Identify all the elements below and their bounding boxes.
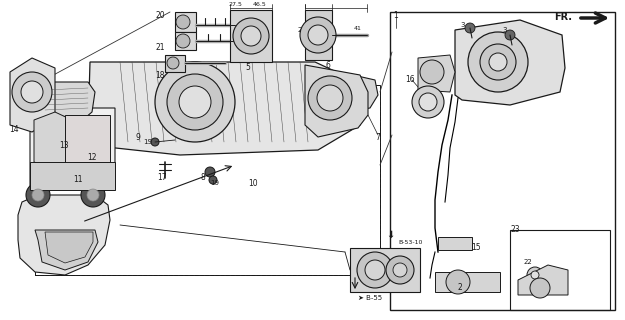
Circle shape bbox=[176, 15, 190, 29]
Circle shape bbox=[357, 252, 393, 288]
Circle shape bbox=[420, 60, 444, 84]
Circle shape bbox=[233, 18, 269, 54]
Circle shape bbox=[386, 256, 414, 284]
Circle shape bbox=[205, 167, 215, 177]
Polygon shape bbox=[18, 195, 110, 275]
Circle shape bbox=[446, 270, 470, 294]
Text: 46.5: 46.5 bbox=[253, 3, 267, 7]
Circle shape bbox=[365, 260, 385, 280]
Text: ⬇: ⬇ bbox=[386, 230, 394, 240]
Circle shape bbox=[167, 57, 179, 69]
Text: 15: 15 bbox=[471, 243, 481, 252]
Text: B-53-10: B-53-10 bbox=[398, 239, 422, 244]
Circle shape bbox=[505, 30, 515, 40]
Text: 19: 19 bbox=[144, 139, 152, 145]
Polygon shape bbox=[518, 265, 568, 295]
Text: FR.: FR. bbox=[554, 12, 572, 22]
Circle shape bbox=[530, 278, 550, 298]
Bar bbox=[30, 162, 115, 190]
Circle shape bbox=[209, 176, 217, 184]
Text: 9: 9 bbox=[136, 132, 141, 141]
Circle shape bbox=[465, 23, 475, 33]
Text: 21: 21 bbox=[155, 44, 165, 52]
Circle shape bbox=[179, 86, 211, 118]
Bar bbox=[435, 272, 500, 292]
Text: 2: 2 bbox=[458, 284, 462, 292]
Text: 1: 1 bbox=[394, 11, 398, 20]
Bar bbox=[350, 248, 420, 292]
Circle shape bbox=[412, 86, 444, 118]
Polygon shape bbox=[305, 65, 368, 137]
Text: 4: 4 bbox=[489, 47, 494, 57]
Polygon shape bbox=[318, 72, 378, 112]
Circle shape bbox=[81, 183, 105, 207]
Text: 23: 23 bbox=[510, 226, 520, 235]
Circle shape bbox=[12, 72, 52, 112]
Circle shape bbox=[167, 74, 223, 130]
Polygon shape bbox=[34, 112, 72, 170]
Text: 7: 7 bbox=[376, 132, 381, 141]
Circle shape bbox=[393, 263, 407, 277]
Text: 6: 6 bbox=[326, 61, 331, 70]
Bar bbox=[230, 10, 272, 62]
Text: 18: 18 bbox=[155, 70, 165, 79]
Circle shape bbox=[87, 189, 99, 201]
Text: 27.5: 27.5 bbox=[228, 3, 242, 7]
Text: 24: 24 bbox=[314, 28, 322, 33]
Text: 22: 22 bbox=[524, 259, 532, 265]
Text: 17: 17 bbox=[158, 172, 167, 181]
Bar bbox=[438, 237, 472, 250]
Circle shape bbox=[21, 81, 43, 103]
Polygon shape bbox=[10, 58, 55, 132]
Circle shape bbox=[155, 62, 235, 142]
Text: 3: 3 bbox=[461, 22, 465, 28]
Circle shape bbox=[419, 93, 437, 111]
Polygon shape bbox=[30, 108, 115, 190]
Text: 10: 10 bbox=[248, 180, 258, 188]
Text: 19: 19 bbox=[211, 180, 219, 186]
Polygon shape bbox=[418, 55, 455, 92]
Bar bbox=[390, 12, 615, 310]
Bar bbox=[65, 115, 110, 165]
Text: 5: 5 bbox=[246, 62, 251, 71]
Polygon shape bbox=[42, 82, 95, 118]
Circle shape bbox=[241, 26, 261, 46]
Text: 12: 12 bbox=[88, 153, 97, 162]
Circle shape bbox=[531, 271, 539, 279]
Text: 3: 3 bbox=[503, 27, 508, 33]
Polygon shape bbox=[35, 230, 98, 270]
Circle shape bbox=[468, 32, 528, 92]
Circle shape bbox=[300, 17, 336, 53]
Bar bbox=[165, 55, 185, 72]
Circle shape bbox=[26, 183, 50, 207]
Polygon shape bbox=[88, 62, 360, 155]
Circle shape bbox=[151, 138, 159, 146]
Text: 11: 11 bbox=[73, 175, 82, 185]
Bar bbox=[510, 230, 610, 310]
Circle shape bbox=[527, 267, 543, 283]
Circle shape bbox=[489, 53, 507, 71]
Circle shape bbox=[317, 85, 343, 111]
Text: 16: 16 bbox=[405, 76, 415, 84]
Bar bbox=[305, 10, 332, 60]
Circle shape bbox=[176, 34, 190, 48]
Text: 13: 13 bbox=[59, 140, 69, 149]
Text: 20: 20 bbox=[155, 11, 165, 20]
Text: ➤ B-55: ➤ B-55 bbox=[358, 295, 382, 301]
Circle shape bbox=[32, 189, 44, 201]
Polygon shape bbox=[45, 232, 93, 263]
Circle shape bbox=[308, 76, 352, 120]
Bar bbox=[175, 32, 196, 50]
Text: 24: 24 bbox=[298, 27, 306, 33]
Text: 8: 8 bbox=[201, 173, 206, 182]
Polygon shape bbox=[455, 20, 565, 105]
Bar bbox=[175, 12, 196, 32]
Circle shape bbox=[480, 44, 516, 80]
Text: 41: 41 bbox=[354, 26, 362, 30]
Circle shape bbox=[308, 25, 328, 45]
Text: 14: 14 bbox=[9, 125, 19, 134]
